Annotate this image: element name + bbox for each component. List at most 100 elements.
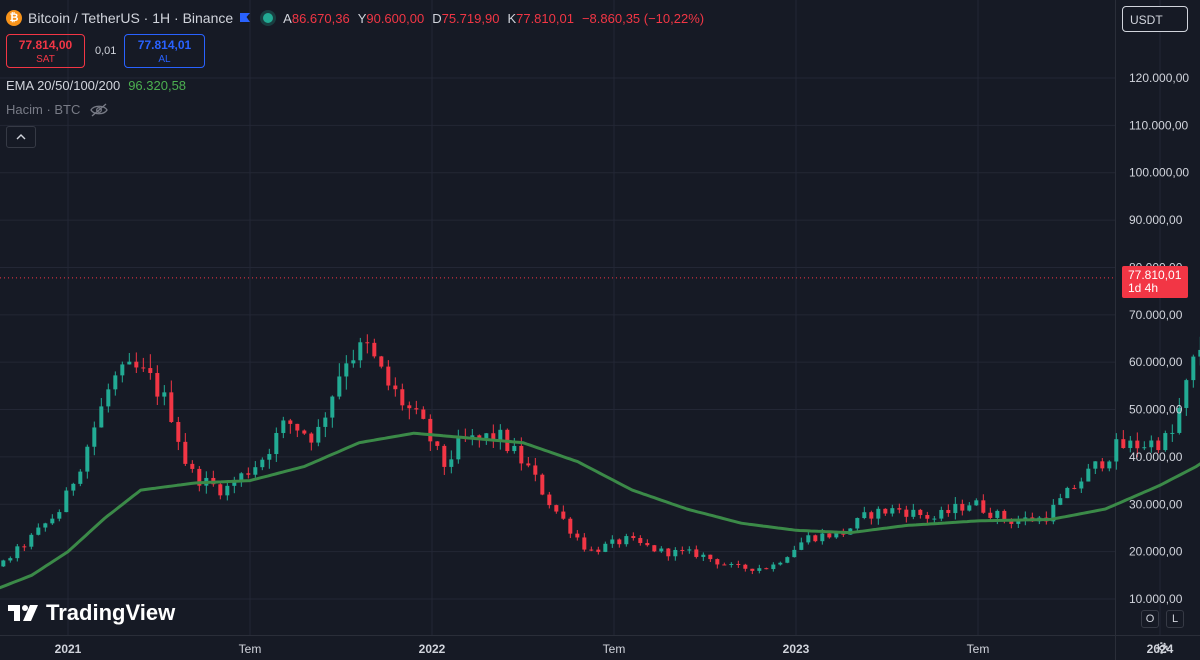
candle-body: [379, 356, 384, 367]
candle-body: [904, 509, 909, 517]
ohlc-open: A86.670,36: [283, 10, 350, 26]
candle-body: [218, 484, 223, 496]
candle-body: [988, 512, 993, 518]
candle-body: [15, 546, 20, 559]
candle-body: [715, 559, 720, 565]
candle-body: [246, 473, 251, 475]
candle-body: [687, 549, 692, 551]
log-scale-button[interactable]: L: [1166, 610, 1184, 628]
candle-body: [925, 515, 930, 519]
collapse-legend-button[interactable]: [6, 126, 36, 148]
ema-value: 96.320,58: [128, 78, 187, 93]
candle-body: [617, 539, 622, 545]
candle-body: [351, 360, 356, 364]
candle-body: [533, 465, 538, 475]
candle-body: [757, 568, 762, 571]
candle-body: [274, 433, 279, 455]
candle-body: [743, 564, 748, 569]
y-tick-label: 50.000,00: [1129, 403, 1183, 417]
sell-price: 77.814,00: [18, 38, 73, 52]
candle-body: [365, 342, 370, 344]
gear-icon[interactable]: [1154, 640, 1170, 656]
candle-body: [428, 418, 433, 442]
y-tick-label: 110.000,00: [1129, 118, 1188, 132]
candle-body: [540, 474, 545, 495]
candle-body: [64, 490, 69, 513]
ema-name[interactable]: EMA 20/50/100/200: [6, 78, 121, 93]
candle-body: [1093, 461, 1098, 469]
ema-line: [0, 431, 1200, 590]
auto-scale-button[interactable]: O: [1141, 610, 1159, 628]
candle-body: [1163, 433, 1168, 451]
x-tick-label: Tem: [967, 642, 990, 656]
candle-body: [722, 564, 727, 566]
volume-label[interactable]: Hacim · BTC: [6, 102, 81, 117]
candle-body: [1016, 520, 1021, 524]
candle-body: [862, 512, 867, 519]
candle-body: [547, 494, 552, 506]
buy-button[interactable]: 77.814,01 AL: [124, 34, 205, 68]
candle-body: [295, 423, 300, 431]
candle-body: [771, 564, 776, 570]
candle-body: [806, 535, 811, 543]
candle-body: [442, 445, 447, 467]
candle-body: [883, 508, 888, 514]
candle-body: [638, 538, 643, 544]
ohlc-high: Y90.600,00: [357, 10, 425, 26]
candle-body: [176, 422, 181, 442]
candle-body: [281, 420, 286, 434]
candle-body: [302, 430, 307, 434]
candle-body: [813, 535, 818, 542]
ohlc-values: A86.670,36 Y90.600,00 D75.719,90 K77.810…: [283, 11, 704, 26]
candle-body: [911, 509, 916, 517]
candle-body: [183, 441, 188, 464]
sell-button[interactable]: 77.814,00 SAT: [6, 34, 85, 68]
eye-hidden-icon[interactable]: [90, 103, 109, 117]
flag-icon[interactable]: [239, 12, 251, 24]
candle-body: [946, 509, 951, 514]
candle-body: [652, 545, 657, 552]
candle-body: [575, 533, 580, 538]
ohlc-change: −8.860,35 (−10,22%): [581, 10, 705, 26]
candle-body: [78, 471, 83, 484]
candle-body: [197, 468, 202, 486]
candle-body: [645, 543, 650, 546]
candle-body: [232, 482, 237, 486]
candle-body: [120, 364, 125, 376]
y-tick-label: 10.000,00: [1129, 592, 1183, 606]
candle-body: [323, 417, 328, 427]
candle-body: [92, 427, 97, 447]
candle-body: [288, 420, 293, 424]
candle-body: [799, 542, 804, 550]
candle-body: [526, 463, 531, 466]
market-open-icon[interactable]: [263, 13, 274, 23]
candle-body: [148, 368, 153, 374]
candle-body: [400, 389, 405, 406]
y-tick-label: 100.000,00: [1129, 166, 1189, 180]
sell-label: SAT: [36, 54, 55, 65]
symbol-title[interactable]: Bitcoin / TetherUS · 1H · Binance: [28, 10, 234, 26]
candle-body: [561, 511, 566, 519]
candle-body: [134, 361, 139, 368]
volume-legend[interactable]: Hacim · BTC: [6, 102, 109, 117]
candle-body: [995, 510, 1000, 518]
candle-body: [498, 429, 503, 441]
symbol-header[interactable]: ₿ Bitcoin / TetherUS · 1H · Binance A86.…: [6, 8, 704, 28]
tradingview-logo[interactable]: TradingView: [8, 600, 175, 626]
candle-body: [57, 512, 62, 519]
candle-body: [666, 548, 671, 557]
y-tick-label: 40.000,00: [1129, 450, 1183, 464]
candle-body: [939, 509, 944, 519]
candle-body: [106, 389, 111, 407]
candle-body: [1191, 356, 1196, 381]
candle-body: [1100, 461, 1105, 469]
ema-legend[interactable]: EMA 20/50/100/200 96.320,58: [6, 78, 186, 93]
y-tick-label: 20.000,00: [1129, 545, 1183, 559]
candle-body: [1009, 520, 1014, 524]
candle-body: [624, 536, 629, 545]
candle-body: [1156, 440, 1161, 451]
currency-select[interactable]: USDT: [1122, 6, 1188, 32]
candle-body: [827, 533, 832, 538]
